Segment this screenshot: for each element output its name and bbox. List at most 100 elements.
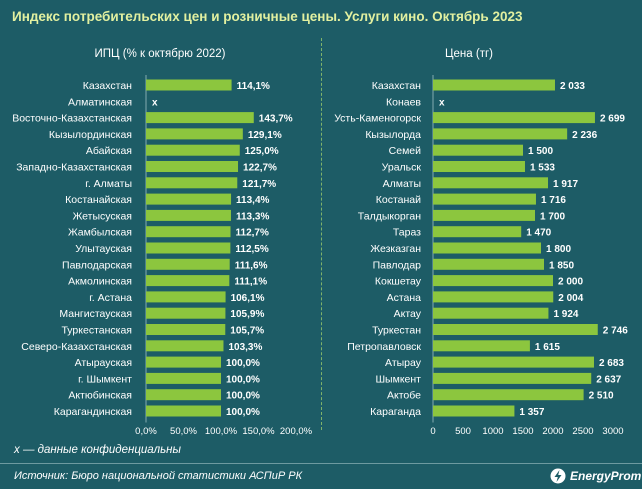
data-label: х bbox=[152, 97, 158, 108]
data-label: 105,7% bbox=[230, 326, 264, 337]
bar bbox=[146, 161, 239, 172]
bar bbox=[433, 177, 549, 189]
category-label: Тараз bbox=[393, 227, 421, 239]
category-label: Атырауская bbox=[75, 357, 132, 369]
data-label: 100,0% bbox=[226, 407, 260, 418]
category-label: Атырау bbox=[385, 357, 422, 369]
category-label: Восточно-Казахстанская bbox=[12, 113, 132, 125]
tick-label: 1500 bbox=[512, 426, 533, 437]
bar bbox=[146, 324, 226, 335]
data-label: 112,5% bbox=[235, 244, 268, 255]
data-label: 111,6% bbox=[235, 260, 268, 271]
bar bbox=[433, 193, 536, 205]
bar bbox=[146, 177, 238, 189]
footnote: х — данные конфиденциальны bbox=[14, 444, 181, 456]
category-label: г. Алматы bbox=[85, 178, 132, 190]
data-label: 1 470 bbox=[526, 228, 551, 239]
data-label: 2 699 bbox=[600, 114, 625, 125]
data-label: 122,7% bbox=[243, 163, 277, 174]
data-label: 111,1% bbox=[234, 277, 267, 288]
category-label: Акмолинская bbox=[68, 276, 132, 288]
bar bbox=[146, 112, 254, 124]
data-label: 1 500 bbox=[528, 146, 553, 157]
category-label: Абайская bbox=[86, 145, 132, 157]
bar bbox=[433, 291, 554, 303]
bar bbox=[433, 405, 515, 417]
category-label: Павлодарская bbox=[62, 259, 132, 271]
tick-label: 0 bbox=[430, 426, 435, 437]
bar bbox=[146, 307, 226, 319]
category-label: Казахстан bbox=[83, 80, 132, 92]
data-label: 2 004 bbox=[558, 293, 583, 304]
bar bbox=[433, 258, 544, 270]
data-label: 1 357 bbox=[519, 407, 544, 418]
category-label: Семей bbox=[389, 145, 421, 157]
bar bbox=[433, 307, 549, 319]
lightning-logo-icon bbox=[550, 468, 566, 484]
bar bbox=[433, 372, 592, 384]
data-label: 100,0% bbox=[226, 391, 260, 402]
category-label: Мангистауская bbox=[59, 308, 132, 320]
bar bbox=[146, 275, 230, 287]
panel-title: ИПЦ (% к октябрю 2022) bbox=[95, 48, 226, 60]
category-label: Усть-Каменогорск bbox=[334, 113, 421, 125]
category-label: Уральск bbox=[382, 162, 422, 174]
data-label: 2 637 bbox=[596, 374, 621, 385]
data-label: 112,7% bbox=[236, 228, 269, 239]
category-label: Шымкент bbox=[375, 373, 421, 385]
bar bbox=[146, 340, 224, 352]
category-label: Костанайская bbox=[65, 194, 132, 206]
category-label: Кокшетау bbox=[375, 276, 422, 288]
bar bbox=[146, 389, 221, 401]
category-label: г. Шымкент bbox=[78, 373, 132, 385]
category-label: Костанай bbox=[376, 194, 421, 206]
category-label: Улытауская bbox=[75, 243, 132, 255]
category-label: Северо-Казахстанская bbox=[21, 341, 132, 353]
data-label: 2 683 bbox=[599, 358, 624, 369]
category-label: Талдыкорган bbox=[358, 210, 421, 222]
bar bbox=[433, 324, 598, 335]
category-label: Актау bbox=[394, 308, 422, 320]
bar bbox=[433, 161, 525, 172]
bar bbox=[146, 128, 243, 140]
tick-label: 150,0% bbox=[242, 426, 275, 437]
tick-label: 3000 bbox=[602, 426, 623, 437]
category-label: Кызылорда bbox=[365, 129, 421, 141]
category-label: Алматинская bbox=[68, 96, 132, 108]
tick-label: 2000 bbox=[542, 426, 563, 437]
bar bbox=[433, 340, 530, 352]
data-label: 106,1% bbox=[231, 293, 265, 304]
bar bbox=[433, 128, 568, 140]
bar bbox=[146, 193, 232, 205]
data-label: х bbox=[439, 97, 445, 108]
bar bbox=[433, 389, 584, 401]
data-label: 103,3% bbox=[228, 342, 262, 353]
category-label: Казахстан bbox=[372, 80, 421, 92]
data-label: 2 746 bbox=[603, 326, 628, 337]
tick-label: 500 bbox=[455, 426, 471, 437]
bar bbox=[433, 226, 522, 238]
category-label: Петропавловск bbox=[347, 341, 421, 353]
tick-label: 50,0% bbox=[170, 426, 197, 437]
data-label: 1 615 bbox=[535, 342, 560, 353]
bar bbox=[433, 242, 541, 254]
data-label: 114,1% bbox=[237, 81, 270, 92]
source-note: Источник: Бюро национальной статистики А… bbox=[14, 470, 303, 482]
category-label: Конаев bbox=[386, 96, 421, 108]
bar bbox=[146, 242, 231, 254]
data-label: 1 700 bbox=[540, 211, 565, 222]
data-label: 2 000 bbox=[558, 277, 583, 288]
data-label: 2 510 bbox=[589, 391, 614, 402]
data-label: 1 850 bbox=[549, 260, 574, 271]
data-label: 125,0% bbox=[245, 146, 279, 157]
data-label: 105,9% bbox=[230, 309, 264, 320]
tick-label: 1000 bbox=[482, 426, 503, 437]
data-label: 1 533 bbox=[530, 163, 555, 174]
data-label: 1 800 bbox=[546, 244, 571, 255]
category-label: Жетысуская bbox=[73, 210, 132, 222]
bar bbox=[433, 79, 555, 91]
category-label: Актобе bbox=[387, 390, 421, 402]
bar bbox=[433, 209, 535, 221]
data-label: 129,1% bbox=[248, 130, 282, 141]
